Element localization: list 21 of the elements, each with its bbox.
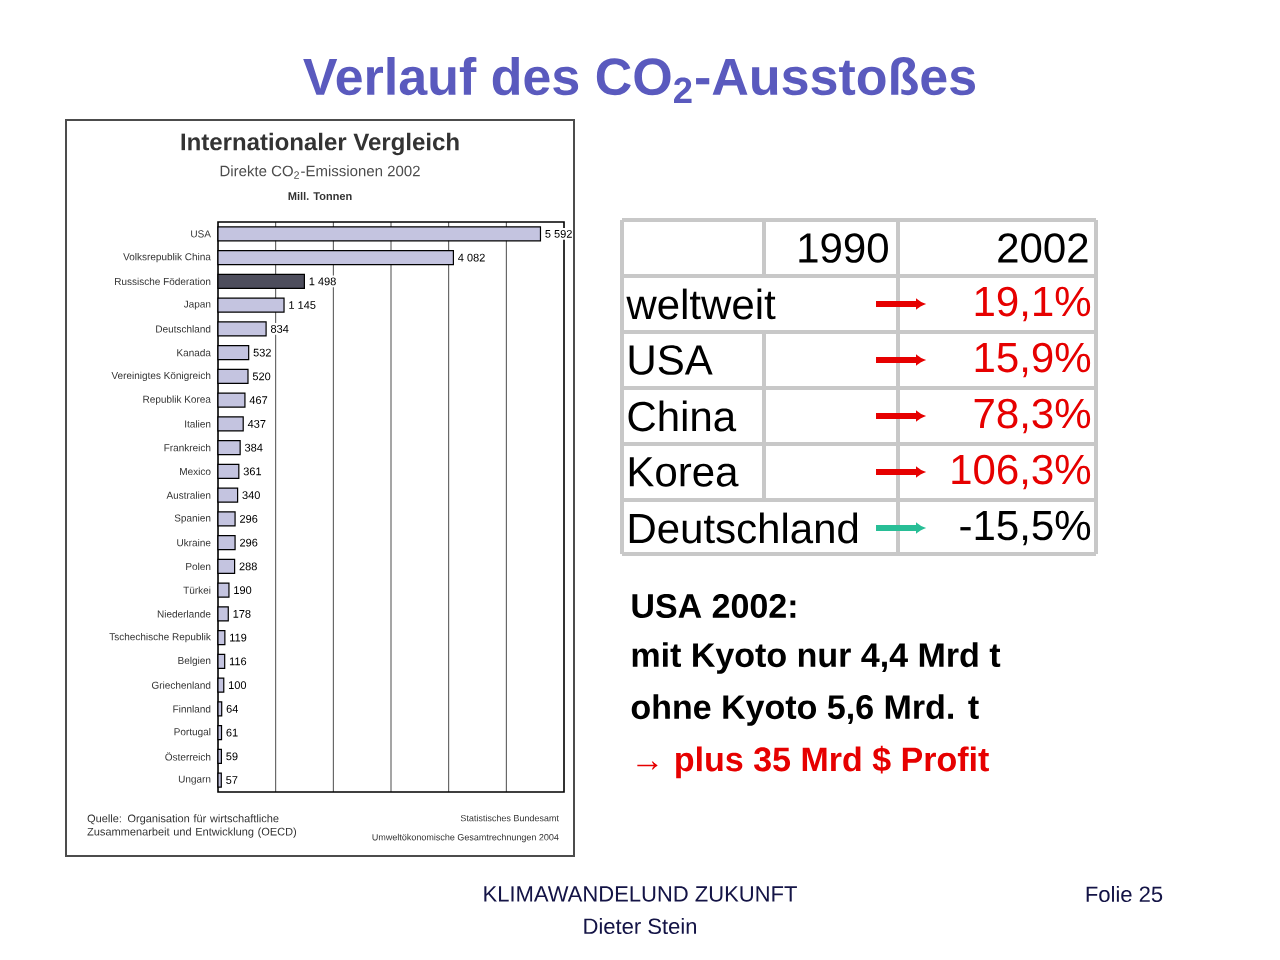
text: -15,5% <box>960 510 1091 546</box>
chart-title: Internationaler Vergleich <box>181 132 459 156</box>
text: weltweit <box>626 288 776 320</box>
text: Verlauf des CO$_{2}$-Ausstoßes <box>303 57 976 103</box>
text: Folie 25 <box>1086 885 1163 903</box>
text: China <box>628 400 737 432</box>
text: KLIMAWANDELUND ZUKUNFT <box>484 886 797 902</box>
text: → plus 35 Mrd $ Profit <box>637 745 989 779</box>
text: mit Kyoto nur 4,4 Mrd t <box>632 642 1001 674</box>
text: 106,3% <box>952 454 1091 490</box>
text: 2002 <box>998 233 1088 263</box>
text: 15,9% <box>975 342 1091 378</box>
text: Dieter Stein <box>584 917 696 935</box>
text: ohne Kyoto 5,6 Mrd. t <box>631 694 979 726</box>
text: USA <box>629 345 713 375</box>
text: USA 2002: <box>632 593 796 619</box>
text: 19,1% <box>975 286 1091 322</box>
text: Deutschland <box>629 512 858 544</box>
text: 78,3% <box>974 398 1091 434</box>
text: Korea <box>629 457 739 487</box>
text: 1990 <box>799 233 888 263</box>
